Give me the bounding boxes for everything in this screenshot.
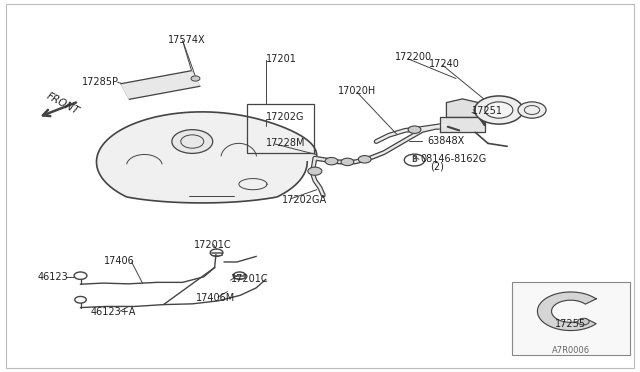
Text: 17574X: 17574X [168,35,205,45]
Text: A7R0006: A7R0006 [552,346,590,355]
Text: B: B [412,155,417,164]
Polygon shape [121,71,200,99]
Polygon shape [447,99,478,118]
Text: 17251: 17251 [472,106,503,116]
Bar [246,105,314,153]
Polygon shape [97,112,317,203]
Text: 08146-8162G: 08146-8162G [420,154,486,164]
Circle shape [474,96,523,124]
Circle shape [341,158,354,166]
Text: 17201C: 17201C [194,240,232,250]
Text: 17240: 17240 [429,59,460,69]
Text: 17020H: 17020H [338,86,376,96]
Text: 17202G: 17202G [266,112,304,122]
Circle shape [578,318,589,325]
Polygon shape [440,117,484,132]
Text: 17285P: 17285P [83,77,120,87]
Circle shape [358,155,371,163]
Circle shape [325,157,338,165]
Text: 17255: 17255 [556,319,586,329]
Text: 17201C: 17201C [230,274,268,284]
Text: 63848X: 63848X [428,136,465,146]
Text: 46123+A: 46123+A [90,307,136,317]
Text: 17201: 17201 [266,54,296,64]
Text: (2): (2) [430,161,444,171]
Text: 17406: 17406 [104,256,135,266]
Text: 17406M: 17406M [195,293,235,303]
Circle shape [518,102,546,118]
Text: 172200: 172200 [396,52,433,62]
Circle shape [408,126,421,134]
Text: 17202GA: 17202GA [282,195,327,205]
Text: 46123: 46123 [38,272,68,282]
Polygon shape [538,292,596,331]
Circle shape [172,130,212,153]
Circle shape [484,102,513,118]
Text: 17228M: 17228M [266,138,305,148]
Circle shape [308,167,322,175]
Text: FRONT: FRONT [45,91,81,116]
Circle shape [191,76,200,81]
Bar [511,282,630,355]
